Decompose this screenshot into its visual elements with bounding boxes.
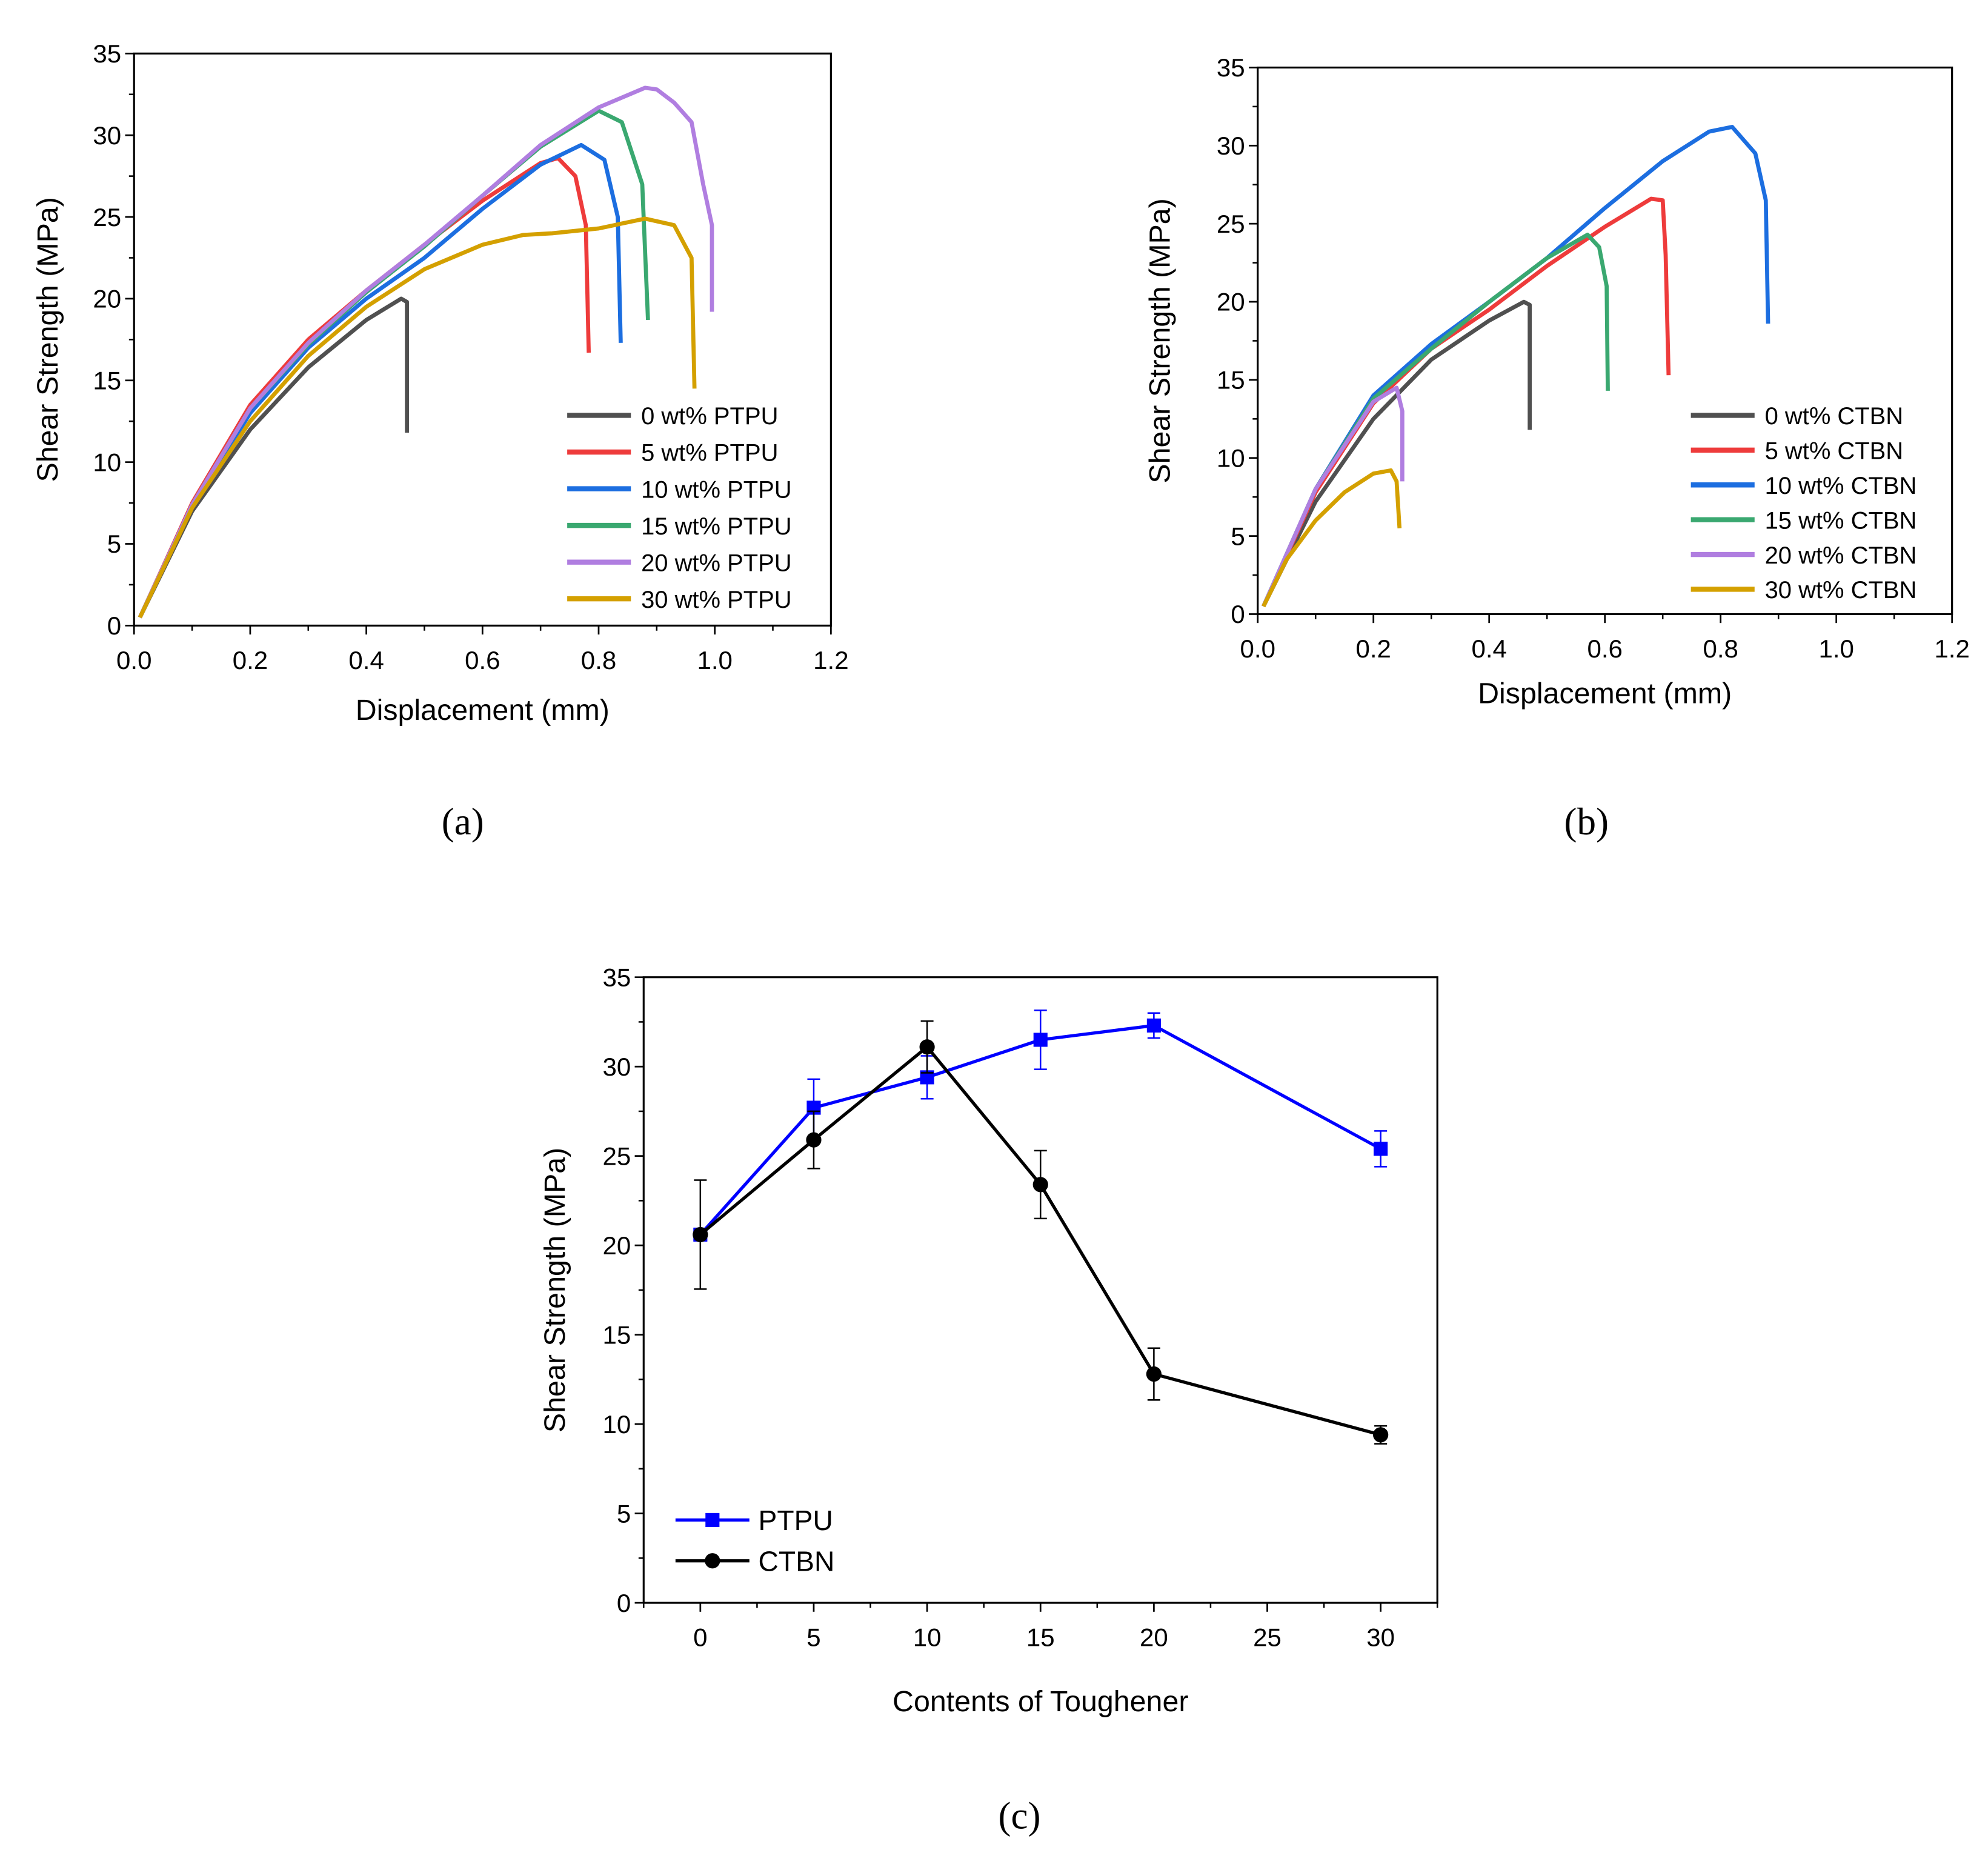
x-tick-label: 0.4 bbox=[348, 646, 384, 674]
x-tick-label: 15 bbox=[1026, 1623, 1055, 1652]
x-tick-label: 1.0 bbox=[1818, 634, 1853, 663]
series-line-20-wt-ptpu bbox=[138, 85, 714, 619]
y-tick-label: 5 bbox=[107, 530, 121, 558]
legend-label-10-wt-ptpu: 10 wt% PTPU bbox=[641, 476, 792, 503]
x-tick-label: 0.2 bbox=[1356, 634, 1391, 663]
y-tick-label: 0 bbox=[617, 1589, 631, 1617]
data-point-ptpu bbox=[1146, 1018, 1161, 1033]
x-tick-label: 20 bbox=[1140, 1623, 1168, 1652]
x-tick-label: 0 bbox=[693, 1623, 707, 1652]
y-tick-label: 20 bbox=[602, 1231, 631, 1260]
y-tick-label: 0 bbox=[107, 611, 121, 640]
y-tick-label: 30 bbox=[602, 1053, 631, 1081]
legend-label-30-wt-ctbn: 30 wt% CTBN bbox=[1765, 577, 1917, 604]
data-point-ctbn bbox=[919, 1039, 935, 1055]
y-tick-label: 30 bbox=[93, 121, 121, 150]
legend-label-20-wt-ptpu: 20 wt% PTPU bbox=[641, 550, 792, 576]
panel-c-label: (c) bbox=[999, 1794, 1041, 1837]
data-point-ctbn bbox=[1373, 1427, 1389, 1443]
series-line-10-wt-ptpu bbox=[138, 142, 623, 619]
y-tick-label: 25 bbox=[602, 1142, 631, 1170]
y-tick-label: 15 bbox=[1217, 366, 1245, 394]
y-tick-label: 20 bbox=[1217, 288, 1245, 316]
legend-label-ptpu: PTPU bbox=[759, 1505, 833, 1536]
y-tick-label: 35 bbox=[93, 39, 121, 68]
y-tick-label: 10 bbox=[1217, 444, 1245, 472]
series-line-15-wt-ptpu bbox=[138, 108, 650, 619]
series-line-30-wt-ctbn bbox=[1262, 468, 1402, 608]
series-line-ptpu bbox=[699, 1023, 1381, 1236]
x-tick-label: 0.4 bbox=[1471, 634, 1506, 663]
series-line-0-wt-ctbn bbox=[1262, 299, 1532, 608]
legend-label-15-wt-ctbn: 15 wt% CTBN bbox=[1765, 507, 1917, 534]
y-tick-label: 5 bbox=[1231, 522, 1245, 550]
panel-b-label: (b) bbox=[1564, 800, 1609, 843]
series-line-5-wt-ptpu bbox=[138, 156, 591, 619]
data-point-ptpu bbox=[920, 1070, 934, 1085]
legend-label-0-wt-ptpu: 0 wt% PTPU bbox=[641, 403, 778, 430]
x-axis-label: Displacement (mm) bbox=[1478, 677, 1732, 710]
panel-a-label: (a) bbox=[442, 800, 484, 843]
y-tick-label: 15 bbox=[602, 1320, 631, 1349]
x-tick-label: 1.2 bbox=[1934, 634, 1969, 663]
legend-label-20-wt-ctbn: 20 wt% CTBN bbox=[1765, 542, 1917, 569]
x-tick-label: 0.6 bbox=[465, 646, 500, 674]
legend-label-ctbn: CTBN bbox=[759, 1546, 835, 1577]
y-tick-label: 35 bbox=[602, 963, 631, 991]
legend-label-0-wt-ctbn: 0 wt% CTBN bbox=[1765, 403, 1904, 430]
x-tick-label: 0.0 bbox=[1240, 634, 1275, 663]
x-tick-label: 25 bbox=[1253, 1623, 1282, 1652]
x-tick-label: 0.2 bbox=[233, 646, 268, 674]
legend-label-5-wt-ptpu: 5 wt% PTPU bbox=[641, 440, 778, 467]
legend-marker-ctbn bbox=[705, 1553, 720, 1569]
panel-c-chart: 0 5 10 15 20 25 30 35 0 5 10 15 20 25 30 Contents of To… bbox=[539, 963, 1438, 1718]
data-point-ctbn bbox=[1032, 1177, 1048, 1193]
y-tick-label: 25 bbox=[1217, 210, 1245, 238]
series-line-30-wt-ptpu bbox=[138, 216, 697, 619]
legend-label-10-wt-ctbn: 10 wt% CTBN bbox=[1765, 473, 1917, 499]
x-tick-label: 1.0 bbox=[697, 646, 732, 674]
x-tick-label: 0.6 bbox=[1587, 634, 1622, 663]
legend-label-5-wt-ctbn: 5 wt% CTBN bbox=[1765, 438, 1904, 465]
y-tick-label: 0 bbox=[1231, 600, 1245, 628]
x-axis-label: Displacement (mm) bbox=[356, 694, 610, 727]
x-tick-label: 1.2 bbox=[813, 646, 848, 674]
series-line-0-wt-ptpu bbox=[138, 296, 409, 619]
series-line-15-wt-ctbn bbox=[1262, 232, 1610, 608]
y-tick-label: 5 bbox=[617, 1499, 631, 1528]
panel-b-chart: 0 5 10 15 20 25 30 35 0.0 0.2 0.4 0.6 0.8 1.0 1.2 Displ… bbox=[1144, 53, 1970, 710]
y-tick-label: 10 bbox=[602, 1410, 631, 1439]
x-axis-label: Contents of Toughener bbox=[893, 1685, 1188, 1718]
x-tick-label: 0.8 bbox=[581, 646, 616, 674]
data-point-ptpu bbox=[1033, 1033, 1048, 1047]
x-tick-label: 5 bbox=[806, 1623, 820, 1652]
legend-label-15-wt-ptpu: 15 wt% PTPU bbox=[641, 513, 792, 540]
x-tick-label: 30 bbox=[1366, 1623, 1395, 1652]
y-tick-label: 25 bbox=[93, 203, 121, 231]
y-axis-label: Shear Strength (MPa) bbox=[1144, 198, 1177, 483]
x-tick-label: 0.0 bbox=[116, 646, 151, 674]
y-axis-label: Shear Strength (MPa) bbox=[539, 1148, 571, 1432]
data-point-ctbn bbox=[693, 1226, 708, 1243]
legend-marker-ptpu bbox=[705, 1512, 720, 1527]
panel-a-chart: 0 5 10 15 20 25 30 35 0.0 0.2 0.4 0.6 0.8 1.0 1.2 Displ… bbox=[32, 39, 849, 727]
y-tick-label: 10 bbox=[93, 448, 121, 476]
y-tick-label: 15 bbox=[93, 366, 121, 394]
y-tick-label: 30 bbox=[1217, 131, 1245, 160]
y-tick-label: 20 bbox=[93, 285, 121, 313]
y-tick-label: 35 bbox=[1217, 53, 1245, 82]
data-point-ctbn bbox=[806, 1132, 822, 1148]
legend-label-30-wt-ptpu: 30 wt% PTPU bbox=[641, 587, 792, 613]
x-tick-label: 0.8 bbox=[1703, 634, 1738, 663]
x-tick-label: 10 bbox=[913, 1623, 942, 1652]
data-point-ctbn bbox=[1146, 1366, 1162, 1382]
series-line-ctbn bbox=[699, 1045, 1381, 1437]
data-point-ptpu bbox=[1374, 1142, 1388, 1156]
y-axis-label: Shear Strength (MPa) bbox=[32, 197, 64, 482]
series-line-20-wt-ctbn bbox=[1262, 385, 1405, 608]
series-line-5-wt-ctbn bbox=[1262, 196, 1671, 608]
series-line-10-wt-ctbn bbox=[1262, 125, 1770, 608]
